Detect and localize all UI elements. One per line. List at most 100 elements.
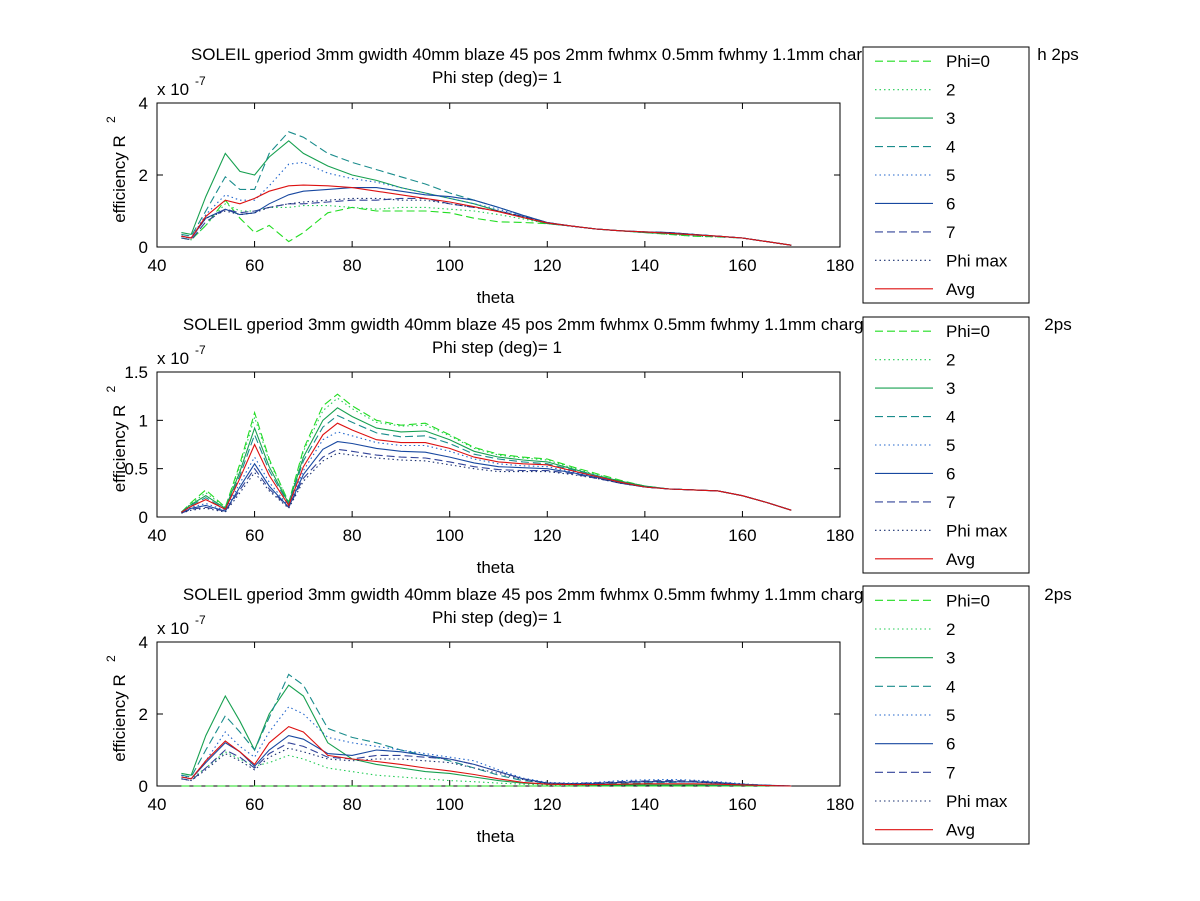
y-tick-label: 2 (139, 705, 148, 724)
series-line-4 (181, 131, 792, 246)
x-axis-label: theta (477, 288, 515, 307)
legend-entry-label: Avg (946, 550, 975, 569)
legend-entry-label: Phi=0 (946, 52, 990, 71)
x-tick-label: 160 (728, 795, 756, 814)
x-tick-label: 120 (533, 526, 561, 545)
legend-entry-label: Phi=0 (946, 591, 990, 610)
plot-title: SOLEIL gperiod 3mm gwidth 40mm blaze 45 … (183, 585, 887, 604)
series-line-1 (181, 199, 792, 246)
legend-entry-label: 2 (946, 620, 955, 639)
x-tick-label: 160 (728, 526, 756, 545)
series-line-9 (181, 184, 792, 246)
x-tick-label: 160 (728, 256, 756, 275)
legend-entry-label: 4 (946, 408, 955, 427)
x-tick-label: 120 (533, 256, 561, 275)
x-axis-label: theta (477, 558, 515, 577)
y-axis-label-sup: 2 (104, 655, 118, 662)
legend-entry-label: 7 (946, 223, 955, 242)
legend-entry-label: Phi max (946, 251, 1008, 270)
legend-entry-label: 4 (946, 138, 955, 157)
x-tick-label: 60 (245, 795, 264, 814)
subplot-2: SOLEIL gperiod 3mm gwidth 40mm blaze 45 … (104, 315, 1072, 577)
legend-box (862, 46, 1030, 304)
legend-entry-label: Phi=0 (946, 322, 990, 341)
y-exponent-base: x 10 (157, 349, 189, 368)
legend-entry-label: 5 (946, 706, 955, 725)
x-tick-label: 80 (343, 526, 362, 545)
series-line-7 (181, 197, 792, 246)
y-axis-label: efficiency R (110, 135, 129, 223)
legend-entry-label: Avg (946, 280, 975, 299)
legend: Phi=0 2 3 4 5 6 7 Phi max Avg (862, 46, 1030, 304)
series-line-8 (181, 747, 792, 787)
plot-title: SOLEIL gperiod 3mm gwidth 40mm blaze 45 … (191, 45, 895, 64)
legend-box (862, 316, 1030, 574)
plot-title-tail: 2ps (1044, 315, 1071, 334)
x-tick-label: 140 (631, 795, 659, 814)
subplot-1: SOLEIL gperiod 3mm gwidth 40mm blaze 45 … (104, 45, 1079, 307)
plot-subtitle: Phi step (deg)= 1 (432, 338, 562, 357)
legend-entry-label: 7 (946, 493, 955, 512)
x-tick-label: 100 (436, 256, 464, 275)
plot-title-tail: h 2ps (1037, 45, 1079, 64)
legend-entry-label: 7 (946, 763, 955, 782)
x-tick-label: 180 (826, 256, 854, 275)
x-tick-label: 80 (343, 256, 362, 275)
y-exponent-base: x 10 (157, 80, 189, 99)
subplots: SOLEIL gperiod 3mm gwidth 40mm blaze 45 … (104, 45, 1079, 846)
series-line-9 (181, 422, 792, 513)
legend-entry-label: 2 (946, 81, 955, 100)
series-line-7 (181, 742, 792, 787)
x-tick-label: 180 (826, 795, 854, 814)
y-exponent-power: -7 (195, 74, 206, 88)
x-tick-label: 140 (631, 526, 659, 545)
series-line-9 (181, 725, 792, 787)
axes-box (156, 371, 841, 518)
legend-entry-label: Phi max (946, 792, 1008, 811)
legend-entry-label: 5 (946, 436, 955, 455)
legend-entry-label: 6 (946, 194, 955, 213)
legend-entry-label: 3 (946, 379, 955, 398)
series-line-6 (181, 735, 792, 787)
x-tick-label: 40 (148, 526, 167, 545)
plot-subtitle: Phi step (deg)= 1 (432, 608, 562, 627)
y-axis-label-sup: 2 (104, 116, 118, 123)
y-tick-label: 1 (139, 411, 148, 430)
legend: Phi=0 2 3 4 5 6 7 Phi max Avg (862, 585, 1030, 845)
y-axis-label: efficiency R (110, 674, 129, 762)
x-tick-label: 40 (148, 256, 167, 275)
x-tick-label: 100 (436, 795, 464, 814)
y-exponent-power: -7 (195, 613, 206, 627)
x-tick-label: 100 (436, 526, 464, 545)
legend-box (862, 585, 1030, 845)
subplot-3: SOLEIL gperiod 3mm gwidth 40mm blaze 45 … (104, 585, 1072, 846)
legend-entry-label: 6 (946, 464, 955, 483)
series-line-8 (181, 452, 792, 514)
series-line-4 (181, 673, 792, 787)
legend-entry-label: 2 (946, 351, 955, 370)
y-tick-label: 0 (139, 777, 148, 796)
y-tick-label: 4 (139, 633, 148, 652)
plot-title-tail: 2ps (1044, 585, 1071, 604)
legend: Phi=0 2 3 4 5 6 7 Phi max Avg (862, 316, 1030, 574)
series-line-3 (181, 684, 792, 787)
x-tick-label: 180 (826, 526, 854, 545)
x-tick-label: 40 (148, 795, 167, 814)
legend-entry-label: 3 (946, 649, 955, 668)
y-axis-label: efficiency R (110, 405, 129, 493)
legend-entry-label: 6 (946, 735, 955, 754)
y-tick-label: 0 (139, 508, 148, 527)
y-tick-label: 2 (139, 166, 148, 185)
x-tick-label: 60 (245, 526, 264, 545)
x-tick-label: 60 (245, 256, 264, 275)
plot-title: SOLEIL gperiod 3mm gwidth 40mm blaze 45 … (183, 315, 887, 334)
y-tick-label: 1.5 (124, 363, 148, 382)
y-tick-label: 0 (139, 238, 148, 257)
x-tick-label: 140 (631, 256, 659, 275)
legend-entry-label: Avg (946, 821, 975, 840)
y-axis-label-group: efficiency R 2 (104, 116, 129, 223)
legend-entry-label: 5 (946, 166, 955, 185)
y-exponent-base: x 10 (157, 619, 189, 638)
y-exponent-power: -7 (195, 343, 206, 357)
